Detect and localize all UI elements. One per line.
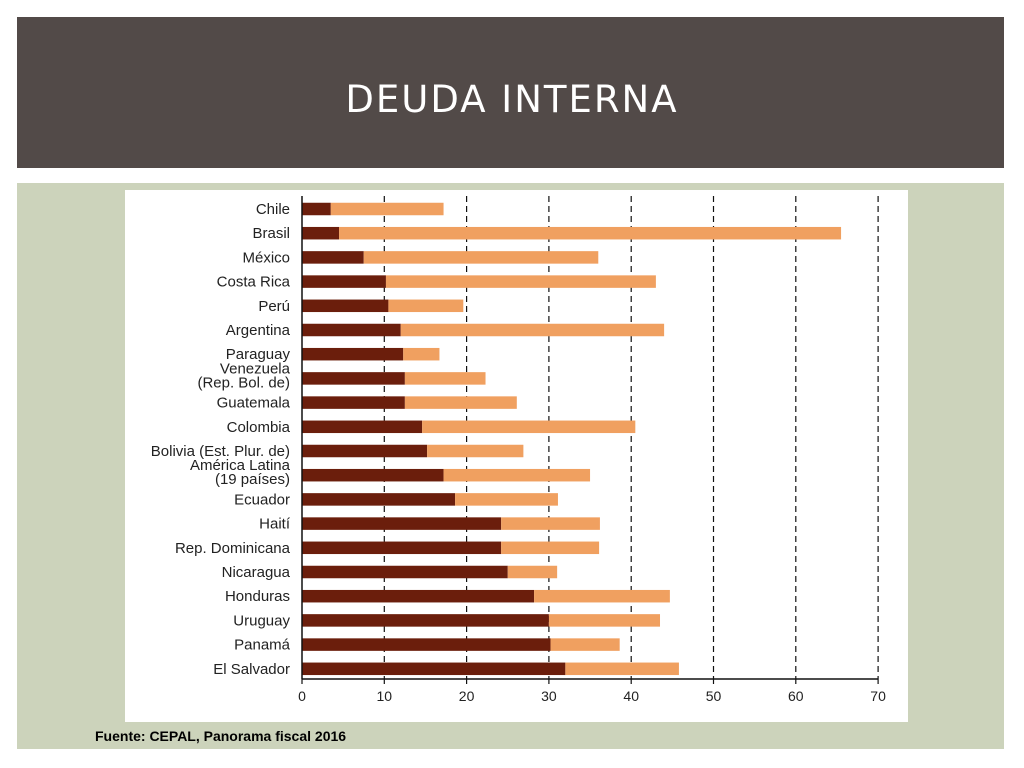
category-label: Honduras: [225, 588, 290, 605]
bar-segment-dark: [302, 565, 508, 579]
bar-segment-light: [455, 493, 558, 506]
category-label: Panamá: [234, 637, 291, 654]
bar-segment-dark: [302, 589, 535, 603]
bar-segment-dark: [302, 444, 428, 458]
x-tick-label: 60: [788, 688, 804, 704]
bar-segment-light: [534, 589, 670, 603]
bar-segment-light: [548, 614, 661, 627]
bar-segment-dark: [302, 662, 566, 676]
bar-segment-light: [403, 347, 440, 361]
bar-segment-dark: [302, 638, 551, 651]
chart-card: Chile Brasil México Costa Rica Perú Argentina…: [125, 190, 908, 722]
x-tick-label: 10: [377, 688, 393, 704]
bar-segment-light: [501, 517, 600, 530]
category-label: Costa Rica: [217, 274, 291, 291]
bar-chart: Chile Brasil México Costa Rica Perú Argentina…: [151, 196, 886, 704]
x-tick-label: 30: [541, 688, 557, 704]
bar-segment-light: [404, 372, 486, 385]
x-tick-label: 70: [870, 688, 886, 704]
bar-segment-dark: [302, 396, 405, 409]
bar-segment-light: [363, 251, 599, 264]
category-label: (Rep. Bol. de): [197, 374, 290, 391]
bar-segment-dark: [302, 275, 386, 288]
category-label: Venezuela: [220, 360, 291, 377]
bar-segment-dark: [302, 493, 456, 506]
category-label: Argentina: [226, 322, 291, 339]
category-label: Ecuador: [234, 491, 290, 508]
x-tick-label: 40: [623, 688, 639, 704]
bar-segment-light: [565, 662, 679, 676]
bar-segment-light: [339, 226, 842, 240]
bar-segment-dark: [302, 372, 405, 385]
bar-segment-light: [400, 323, 665, 337]
category-label: Uruguay: [233, 612, 290, 629]
bar-segment-light: [501, 541, 600, 555]
category-label: Guatemala: [217, 395, 291, 412]
bar-segment-dark: [302, 202, 331, 216]
bar-segment-light: [507, 565, 558, 579]
bar-segment-dark: [302, 420, 423, 434]
category-label: El Salvador: [213, 661, 290, 678]
source-note: Fuente: CEPAL, Panorama fiscal 2016: [95, 728, 347, 744]
bar-segment-light: [404, 396, 517, 409]
bar-segment-dark: [302, 614, 549, 627]
category-label: Colombia: [227, 419, 291, 436]
category-label: Nicaragua: [222, 564, 291, 581]
slide-title: DEUDA INTERNA: [345, 78, 679, 121]
category-label: México: [242, 249, 290, 266]
bar-segment-light: [330, 202, 444, 216]
category-label: Perú: [258, 298, 290, 315]
bar-segment-dark: [302, 517, 502, 530]
category-label: Haití: [259, 516, 291, 533]
bar-segment-dark: [302, 347, 404, 361]
bar-segment-dark: [302, 468, 444, 482]
category-label: Rep. Dominicana: [175, 540, 291, 557]
x-tick-label: 20: [459, 688, 475, 704]
bar-segment-dark: [302, 541, 502, 555]
bar-segment-dark: [302, 226, 340, 240]
bar-segment-dark: [302, 251, 364, 264]
category-label: (19 países): [215, 471, 290, 488]
bar-segment-light: [422, 420, 636, 434]
bar-segment-light: [550, 638, 620, 651]
bar-segment-light: [427, 444, 524, 458]
bar-segment-light: [385, 275, 656, 288]
category-label: Paraguay: [226, 346, 291, 363]
category-label: América Latina: [190, 457, 291, 474]
category-label: Bolivia (Est. Plur. de): [151, 443, 290, 460]
bar-segment-light: [443, 468, 591, 482]
bar-segment-light: [388, 299, 464, 313]
bar-segment-dark: [302, 323, 401, 337]
x-tick-label: 0: [298, 688, 306, 704]
bar-segment-dark: [302, 299, 389, 313]
x-tick-label: 50: [706, 688, 722, 704]
category-label: Chile: [256, 201, 290, 218]
category-label: Brasil: [252, 225, 290, 242]
title-bar: [17, 17, 1004, 168]
